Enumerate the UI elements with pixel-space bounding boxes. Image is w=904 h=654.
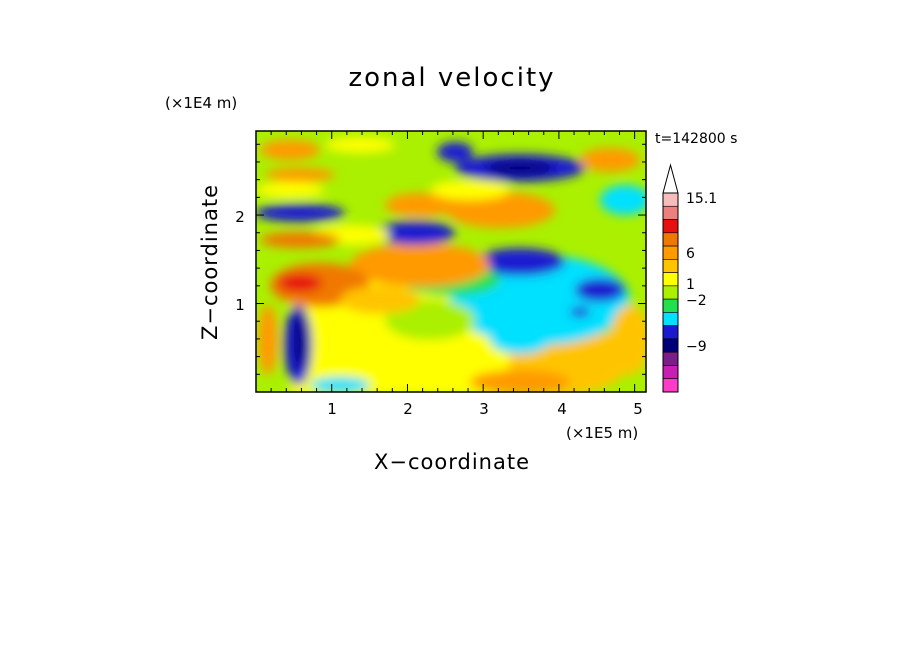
y-unit-label: (×1E4 m)	[165, 94, 237, 112]
colorbar-swatch	[662, 272, 679, 287]
streak-orange-left-1	[260, 232, 340, 248]
colorbar-label: −9	[686, 339, 707, 355]
region-blue-mid	[475, 248, 565, 276]
colorbar-extend-triangle	[662, 163, 679, 194]
streak-blue-left-1	[256, 204, 345, 222]
band-blue-upper-1	[375, 221, 455, 245]
colorbar-labels: 15.1 6 1 −2 −9	[686, 191, 717, 355]
right-yellow	[610, 305, 646, 375]
band-orange-upper-1	[445, 192, 555, 228]
x-axis-ticks	[270, 131, 636, 392]
band-orange-upper-2	[385, 193, 455, 217]
band-red-left	[278, 274, 322, 292]
region-blue-mid2	[575, 278, 625, 302]
colorbar-swatch	[662, 365, 679, 380]
colorbar-swatch	[662, 351, 679, 366]
band-orange-center	[350, 243, 490, 287]
y-tick-labels: 1 2	[235, 208, 245, 314]
band-blue-top-core	[485, 161, 555, 175]
right-blue-core	[570, 307, 590, 317]
jet-orange-lower-left	[258, 305, 278, 375]
streak-orange-left-2	[265, 168, 335, 182]
region-cyan-low	[490, 326, 550, 354]
x-axis-label: X−coordinate	[374, 450, 530, 474]
colorbar-label: 1	[686, 277, 695, 293]
y-tick-label: 1	[235, 296, 245, 314]
y-tick-label: 2	[235, 208, 245, 226]
x-tick-label: 2	[403, 400, 413, 418]
jet-darkblue-lower-left	[294, 310, 306, 370]
colorbar-swatch	[662, 325, 679, 340]
colorbar-label: 6	[686, 246, 695, 262]
plot-frame	[255, 130, 647, 393]
colorbar-swatch	[662, 259, 679, 273]
time-label: t=142800 s	[655, 131, 737, 147]
band-cyan-top-right	[600, 185, 646, 215]
x-tick-label: 5	[633, 400, 643, 418]
colorbar-frame	[662, 192, 679, 393]
colorbar-swatch	[662, 312, 679, 326]
colorbar-label: 15.1	[686, 191, 717, 207]
colorbar-swatch	[662, 338, 679, 353]
x-tick-label: 1	[327, 400, 337, 418]
band-yellow-upper-2	[430, 180, 510, 200]
band-yellow-center	[340, 286, 420, 314]
colorbar-label: −2	[686, 293, 707, 309]
colorbar-swatch	[662, 378, 679, 393]
band-yellow-top-center	[325, 137, 395, 153]
colorbar-swatch	[662, 298, 679, 313]
region-bottom-orange	[470, 370, 570, 392]
y-axis-ticks	[256, 143, 646, 375]
chart-title: zonal velocity	[348, 63, 555, 93]
colorbar-swatch	[662, 245, 679, 260]
x-tick-label: 3	[479, 400, 489, 418]
colorbar-swatch	[662, 205, 679, 220]
heatmap-field	[256, 131, 646, 392]
y-axis-label: Z−coordinate	[198, 184, 222, 340]
colorbar-swatch	[662, 285, 679, 300]
colorbar-swatch	[662, 219, 679, 234]
streak-yellow-left	[256, 182, 325, 198]
jet-cyan-bottom	[310, 377, 370, 392]
band-orange-top-right	[580, 148, 640, 172]
band-blue-top-left	[437, 142, 473, 162]
colorbar-swatch	[662, 192, 679, 207]
colorbar-swatch	[662, 232, 679, 247]
x-tick-labels: 1 2 3 4 5	[327, 400, 643, 418]
x-unit-label: (×1E5 m)	[566, 424, 638, 442]
x-tick-label: 4	[557, 400, 567, 418]
colorbar	[662, 163, 679, 393]
band-orange-top-left	[260, 140, 320, 160]
